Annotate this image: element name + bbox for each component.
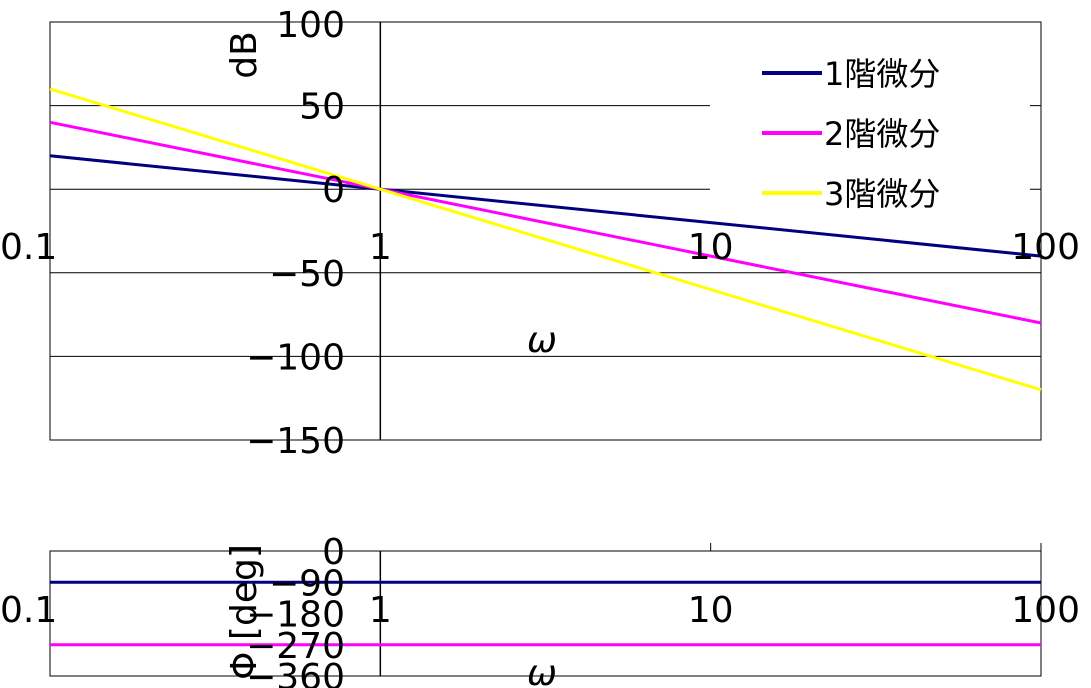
phase-y-tick-label: −180 [246,595,345,636]
phase-plot-frame [49,550,1042,677]
phase-y-tick-label: −360 [246,657,345,688]
phase-x-tick-label: 100 [1011,590,1080,631]
magnitude-series-2-line [49,120,1042,325]
phase-x-tick-label: 1 [369,590,392,631]
phase-x-axis-label: ω [527,653,557,688]
phase-y-tick-label: −270 [246,626,345,667]
legend-entry-3: 3階微分 [824,175,940,213]
phase-chart: 0−90−180−270−360 0.1 1 10 100 Φ [deg] ω [0,532,1080,688]
magnitude-x-tick-label: 10 [688,227,734,268]
phase-x-tick-label: 0.1 [0,590,57,631]
magnitude-x-tick-label: 0.1 [0,227,57,268]
magnitude-y-tick-label: 0 [322,170,345,211]
magnitude-series-3-line [49,87,1042,392]
magnitude-y-tick-label: −150 [246,421,345,462]
phase-y-tick-label: −90 [269,563,345,604]
phase-y-tick-label: 0 [322,532,345,573]
magnitude-x-axis-label: ω [527,320,557,361]
magnitude-y-tick-label: 100 [276,5,345,46]
magnitude-y-tick-label: −50 [269,254,345,295]
phase-x-tick-label: 10 [688,590,734,631]
magnitude-plot-frame [49,21,1042,441]
magnitude-y-tick-label: −100 [246,337,345,378]
legend-entry-2: 2階微分 [824,115,940,153]
magnitude-y-axis-label: dB [224,31,265,79]
magnitude-x-tick-label: 100 [1011,227,1080,268]
magnitude-chart: 1階微分 2階微分 3階微分 100 50 0 −50 −100 −150 0.1 1 10 100 dB… [0,5,1080,462]
legend-entry-1: 1階微分 [824,55,940,93]
magnitude-y-tick-label: 50 [299,87,345,128]
phase-y-axis-label: Φ [deg] [224,544,265,680]
magnitude-series-1-line [49,154,1042,258]
magnitude-x-tick-label: 1 [369,227,392,268]
